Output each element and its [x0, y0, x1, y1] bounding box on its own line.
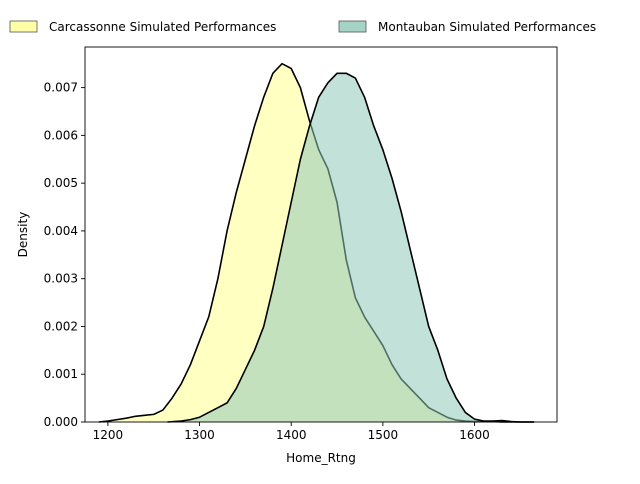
- legend-swatch-0: [9, 20, 38, 33]
- plot-frame: [84, 46, 558, 423]
- plot-area: [98, 62, 535, 423]
- x-tick-label: 1200: [93, 428, 124, 442]
- y-tick-label: 0.005: [44, 176, 78, 190]
- y-tick-label: 0.001: [44, 367, 78, 381]
- y-tick-label: 0.000: [44, 415, 78, 429]
- x-tick-label: 1500: [368, 428, 399, 442]
- y-tick-label: 0.004: [44, 224, 78, 238]
- x-tick-label: 1600: [459, 428, 490, 442]
- legend-label-1: Montauban Simulated Performances: [378, 20, 596, 34]
- y-tick-label: 0.007: [44, 81, 78, 95]
- y-tick-label: 0.003: [44, 272, 78, 286]
- y-tick-label: 0.002: [44, 319, 78, 333]
- x-tick-label: 1300: [184, 428, 215, 442]
- axes: 1200 1300 1400 1500 1600 0.000 0.001 0.002 0.003…: [16, 46, 558, 465]
- legend-label-0: Carcassonne Simulated Performances: [49, 20, 276, 34]
- y-axis-label: Density: [16, 212, 30, 258]
- x-axis-label: Home_Rtng: [286, 451, 356, 465]
- x-tick-label: 1400: [276, 428, 307, 442]
- series-line-1: [167, 72, 535, 423]
- legend: Carcassonne Simulated Performances Montau…: [9, 20, 596, 34]
- legend-swatch-1: [338, 20, 367, 33]
- y-tick-label: 0.006: [44, 128, 78, 142]
- series-area-1: [167, 73, 535, 423]
